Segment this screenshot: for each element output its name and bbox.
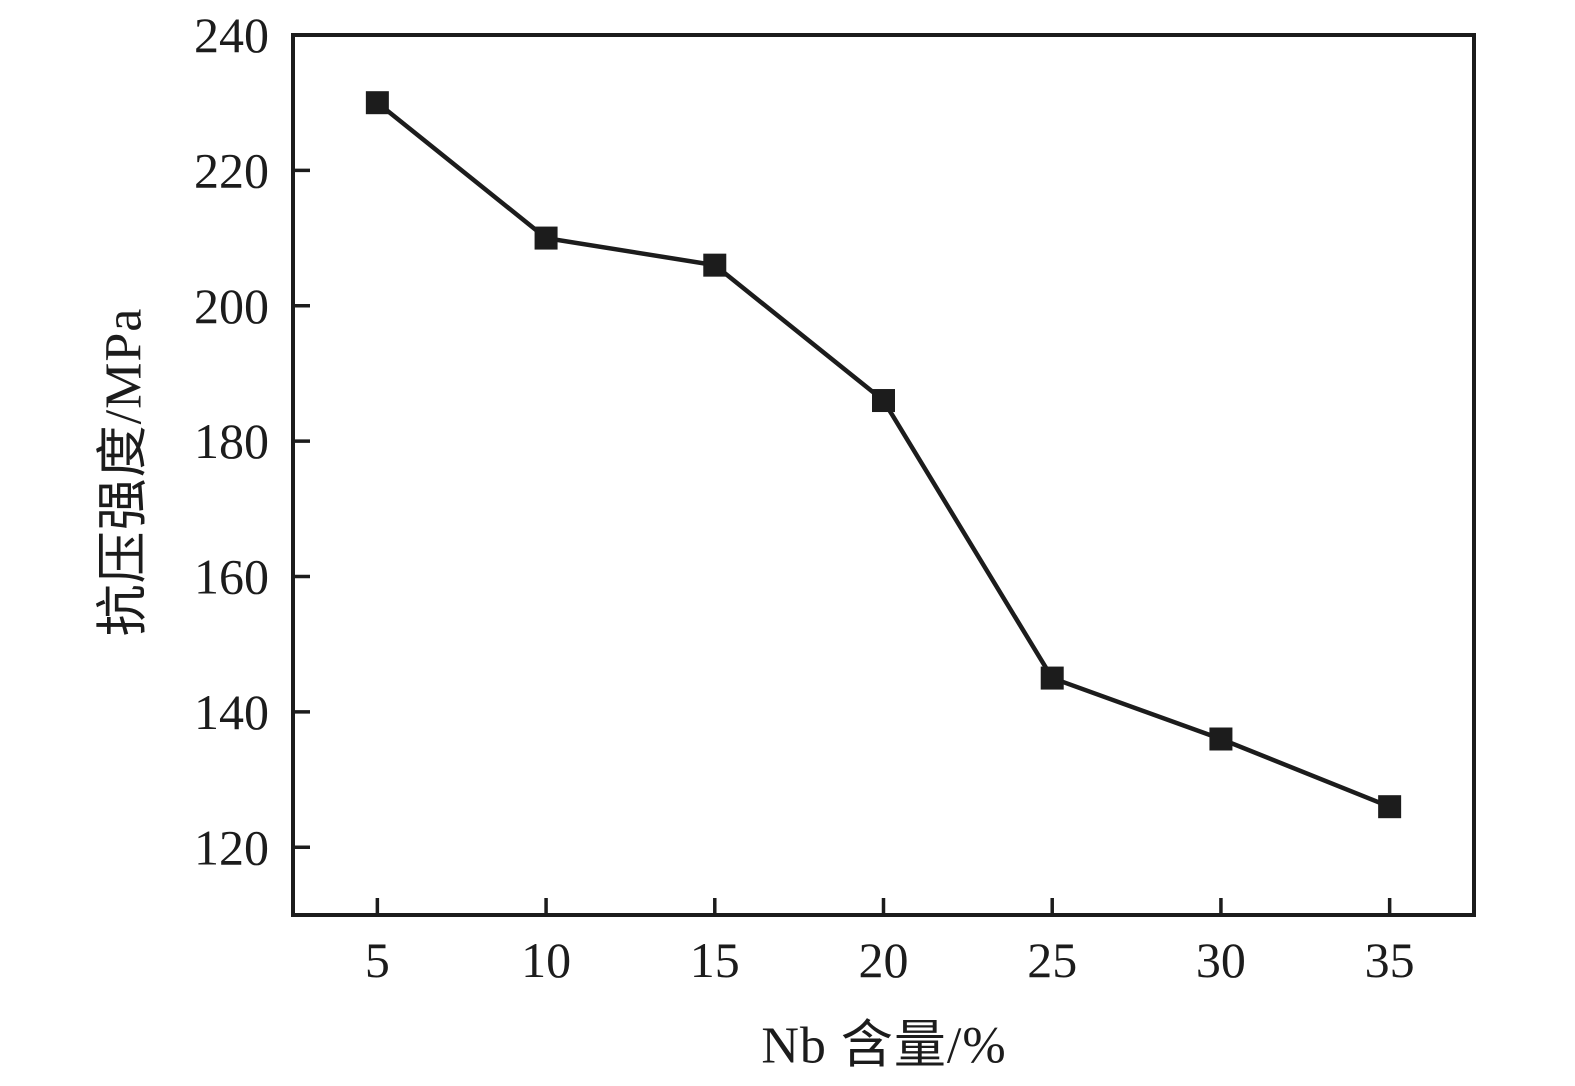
series-line bbox=[375, 100, 1391, 809]
x-tick-label: 15 bbox=[690, 932, 740, 988]
y-tick-label: 160 bbox=[194, 549, 269, 605]
y-tick-label: 240 bbox=[194, 7, 269, 63]
x-tick-label: 25 bbox=[1027, 932, 1077, 988]
data-point-marker bbox=[703, 253, 727, 277]
data-point-marker bbox=[1378, 795, 1402, 819]
plot-frame bbox=[291, 33, 1476, 917]
x-tick-label: 35 bbox=[1365, 932, 1415, 988]
data-point-marker bbox=[1209, 727, 1233, 751]
y-axis-title: 抗压强度/MPa bbox=[95, 307, 153, 637]
data-point-marker bbox=[534, 226, 558, 250]
x-tick-label: 30 bbox=[1196, 932, 1246, 988]
data-point-marker bbox=[872, 389, 895, 413]
x-axis-title: Nb 含量/% bbox=[761, 1017, 1007, 1075]
y-tick-label: 200 bbox=[194, 278, 269, 334]
data-point-marker bbox=[1040, 666, 1064, 690]
x-tick-label: 20 bbox=[859, 932, 909, 988]
y-tick-label: 120 bbox=[194, 819, 269, 875]
y-tick-label: 180 bbox=[194, 413, 269, 469]
y-tick-label: 140 bbox=[194, 684, 269, 740]
x-tick-label: 5 bbox=[365, 932, 390, 988]
data-point-marker bbox=[365, 91, 389, 115]
y-tick-label: 220 bbox=[194, 142, 269, 198]
x-tick-label: 10 bbox=[521, 932, 571, 988]
